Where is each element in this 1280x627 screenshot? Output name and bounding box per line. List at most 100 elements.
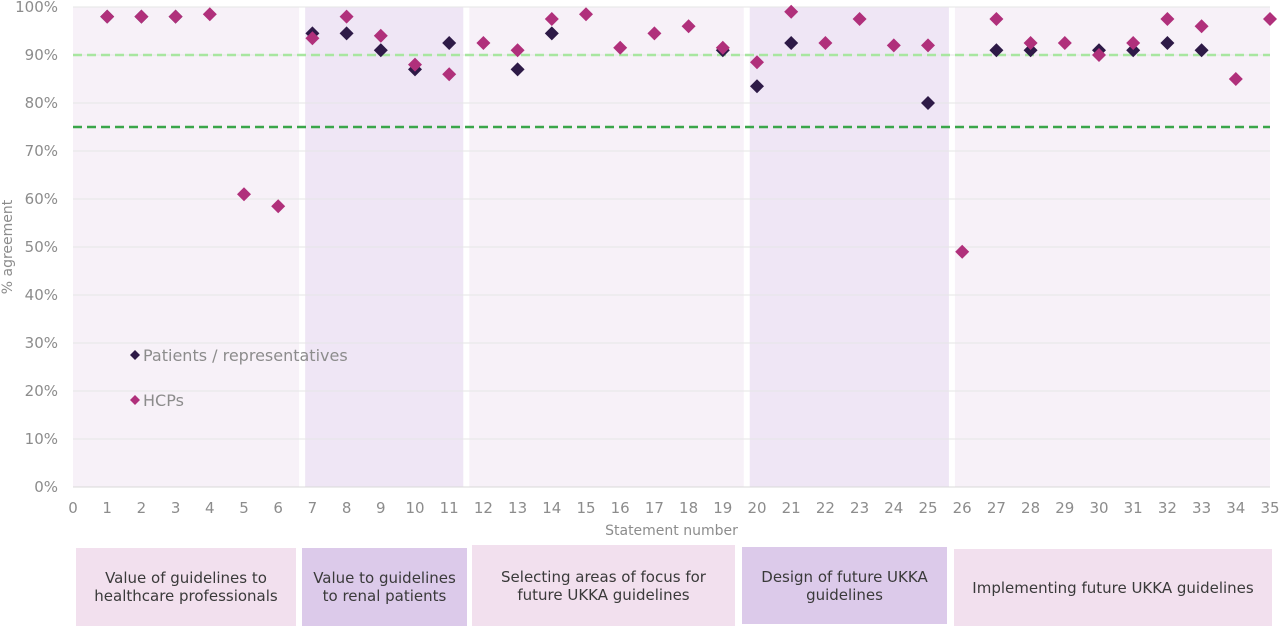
hcps-point: [1092, 48, 1106, 62]
hcps-point: [1228, 72, 1243, 86]
hcps-point: [476, 36, 491, 50]
y-tick-label: 90%: [25, 46, 58, 64]
y-axis-title: % agreement: [0, 199, 16, 294]
group-label-1: Value of guidelines to healthcare profes…: [76, 548, 296, 626]
y-tick-label: 60%: [25, 190, 58, 208]
patients-point: [989, 43, 1004, 58]
patients-point: [921, 96, 935, 110]
x-tick-label: 17: [645, 499, 664, 517]
x-tick-label: 34: [1226, 499, 1245, 517]
y-tick-label: 70%: [25, 142, 58, 160]
patients-point: [1126, 43, 1141, 58]
group-label-3: Selecting areas of focus for future UKKA…: [472, 545, 735, 626]
hcps-point: [442, 67, 457, 82]
hcps-point: [579, 7, 593, 22]
hcps-point: [647, 26, 662, 41]
y-tick-label: 0%: [34, 478, 58, 496]
group-label-4: Design of future UKKA guidelines: [742, 547, 947, 624]
patients-point: [1194, 43, 1209, 58]
x-tick-label: 23: [850, 499, 869, 517]
y-tick-label: 50%: [25, 238, 58, 256]
x-tick-label: 30: [1089, 499, 1108, 517]
hcps-point: [373, 28, 388, 43]
hcps-point: [100, 9, 115, 24]
patients-point: [1160, 36, 1175, 50]
patients-point: [1023, 43, 1038, 58]
x-tick-label: 6: [273, 499, 283, 517]
x-tick-label: 10: [405, 499, 424, 517]
x-tick-label: 21: [782, 499, 801, 517]
hcps-point: [339, 9, 354, 24]
x-tick-label: 22: [816, 499, 835, 517]
hcps-point: [1126, 36, 1141, 50]
hcps-point: [784, 4, 799, 19]
x-tick-label: 12: [474, 499, 493, 517]
x-tick-label: 1: [102, 499, 112, 517]
hcps-point: [408, 57, 422, 72]
hcps-point: [305, 31, 320, 46]
y-tick-label: 30%: [25, 334, 58, 352]
x-tick-label: 35: [1260, 499, 1279, 517]
x-tick-label: 31: [1124, 499, 1143, 517]
hcps-point: [818, 36, 833, 50]
x-axis-title: Statement number: [605, 523, 738, 539]
hcps-point: [1263, 12, 1277, 26]
x-tick-label: 25: [918, 499, 937, 517]
patients-point: [442, 36, 457, 50]
hcps-point: [681, 19, 696, 34]
hcps-point: [852, 12, 867, 26]
x-tick-label: 14: [542, 499, 561, 517]
x-tick-label: 4: [205, 499, 215, 517]
hcps-point: [1023, 36, 1038, 50]
group-label-5: Implementing future UKKA guidelines: [954, 549, 1272, 626]
x-tick-label: 5: [239, 499, 249, 517]
x-tick-label: 20: [747, 499, 766, 517]
x-tick-label: 13: [508, 499, 527, 517]
hcps-point: [955, 244, 970, 259]
x-tick-label: 24: [884, 499, 903, 517]
hcps-point: [1160, 12, 1175, 26]
hcps-point: [271, 199, 286, 214]
x-tick-label: 19: [713, 499, 732, 517]
legend-label-2: HCPs: [143, 391, 184, 410]
hcps-point: [1194, 19, 1209, 34]
hcps-point: [921, 38, 935, 53]
x-tick-label: 33: [1192, 499, 1211, 517]
hcps-point: [202, 7, 217, 22]
x-tick-label: 7: [308, 499, 318, 517]
patients-point: [750, 79, 764, 94]
group-label-2: Value to guidelines to renal patients: [302, 548, 467, 626]
hcps-point: [750, 55, 764, 70]
patients-point: [544, 26, 559, 41]
x-tick-label: 2: [137, 499, 147, 517]
hcps-point: [510, 43, 525, 58]
hcps-point: [134, 9, 149, 24]
x-tick-label: 29: [1055, 499, 1074, 517]
x-tick-label: 26: [953, 499, 972, 517]
hcps-point: [989, 12, 1004, 26]
hcps-point: [715, 40, 730, 55]
x-tick-label: 9: [376, 499, 386, 517]
x-tick-label: 15: [576, 499, 595, 517]
hcps-point: [613, 40, 628, 55]
hcps-point: [1057, 36, 1072, 50]
patients-point: [784, 36, 799, 50]
patients-point: [373, 43, 388, 58]
x-tick-label: 28: [1021, 499, 1040, 517]
hcps-point: [544, 12, 559, 26]
y-tick-label: 100%: [15, 0, 58, 16]
x-tick-label: 8: [342, 499, 352, 517]
x-tick-label: 27: [987, 499, 1006, 517]
x-tick-label: 18: [679, 499, 698, 517]
x-tick-label: 3: [171, 499, 181, 517]
x-tick-label: 16: [611, 499, 630, 517]
y-tick-label: 20%: [25, 382, 58, 400]
x-tick-label: 32: [1158, 499, 1177, 517]
x-tick-label: 11: [440, 499, 459, 517]
y-tick-label: 40%: [25, 286, 58, 304]
y-tick-label: 10%: [25, 430, 58, 448]
hcps-point: [886, 38, 901, 53]
legend-label-1: Patients / representatives: [143, 346, 348, 365]
hcps-point: [237, 187, 251, 202]
